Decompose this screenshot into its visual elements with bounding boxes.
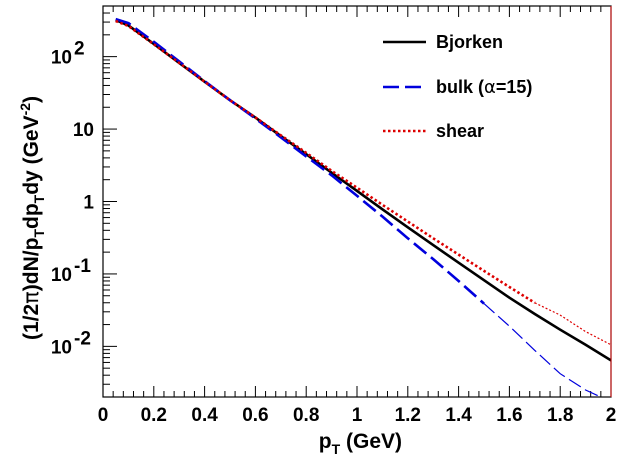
- x-tick-label: 1: [352, 405, 363, 426]
- legend-bulk-post: =15): [496, 77, 533, 97]
- y-title-sup: -2: [17, 103, 33, 116]
- series-shear-tail: [534, 302, 611, 346]
- x-tick-label: 0.8: [293, 405, 319, 426]
- y-tick-base: 10: [51, 48, 72, 69]
- legend-label-shear: shear: [436, 121, 484, 141]
- y-title-sub2: T: [31, 194, 47, 203]
- x-tick-label: 0.2: [141, 405, 167, 426]
- legend-label-bulk: bulk (α=15): [436, 77, 532, 98]
- legend-bulk-alpha: α: [484, 77, 496, 98]
- x-axis-title-main: p: [319, 430, 332, 453]
- y-tick-base: 10: [51, 337, 72, 358]
- y-tick-label: 10: [51, 48, 72, 69]
- y-tick-exponent: 2: [74, 39, 85, 60]
- x-tick-label: 1.4: [445, 405, 472, 426]
- y-title-pi: π: [19, 291, 43, 304]
- y-title-sub1: T: [31, 229, 47, 238]
- y-title-d: dy (GeV: [20, 115, 43, 194]
- y-tick-label: 10: [51, 337, 72, 358]
- y-title-c: dp: [20, 203, 43, 229]
- x-axis-title: pT (GeV): [319, 430, 402, 457]
- x-axis-title-rest: (GeV): [340, 430, 402, 453]
- y-tick-label: 1: [83, 193, 94, 214]
- x-tick-label: 1.8: [547, 405, 573, 426]
- x-axis-title-sub: T: [332, 441, 341, 457]
- x-tick-labels: 0 0.2 0.4 0.6 0.8 1 1.2 1.4 1.6 1.8 2: [98, 405, 617, 426]
- series-bulk-tail: [483, 303, 602, 397]
- y-title-e: ): [20, 96, 43, 103]
- y-axis-title: (1/2π)dN/pTdpTdy (GeV-2): [17, 96, 47, 340]
- axis-ticks: [102, 5, 612, 398]
- y-tick-label: 10: [51, 265, 72, 286]
- y-tick-base: 10: [73, 120, 94, 141]
- y-tick-base: 10: [51, 265, 72, 286]
- x-tick-label: 0: [98, 405, 109, 426]
- x-tick-label: 0.4: [191, 405, 218, 426]
- x-tick-label: 2: [606, 405, 617, 426]
- y-tick-exponent: -2: [74, 328, 91, 349]
- legend: Bjorken bulk (α=15) shear: [383, 32, 532, 141]
- legend-bulk-pre: bulk (: [436, 77, 484, 97]
- x-tick-label: 1.6: [496, 405, 522, 426]
- y-tick-label: 10: [73, 120, 94, 141]
- y-tick-exponent: -1: [74, 256, 91, 277]
- legend-label-bjorken: Bjorken: [436, 32, 503, 52]
- series-bulk-line: [115, 17, 485, 305]
- series-shear-line: [115, 19, 536, 304]
- x-tick-label: 0.6: [242, 405, 268, 426]
- data-series: [115, 17, 611, 397]
- y-tick-base: 1: [83, 193, 94, 214]
- y-title-a: (1/2: [20, 304, 43, 340]
- x-tick-label: 1.2: [395, 405, 421, 426]
- y-title-b: )dN/p: [20, 238, 43, 292]
